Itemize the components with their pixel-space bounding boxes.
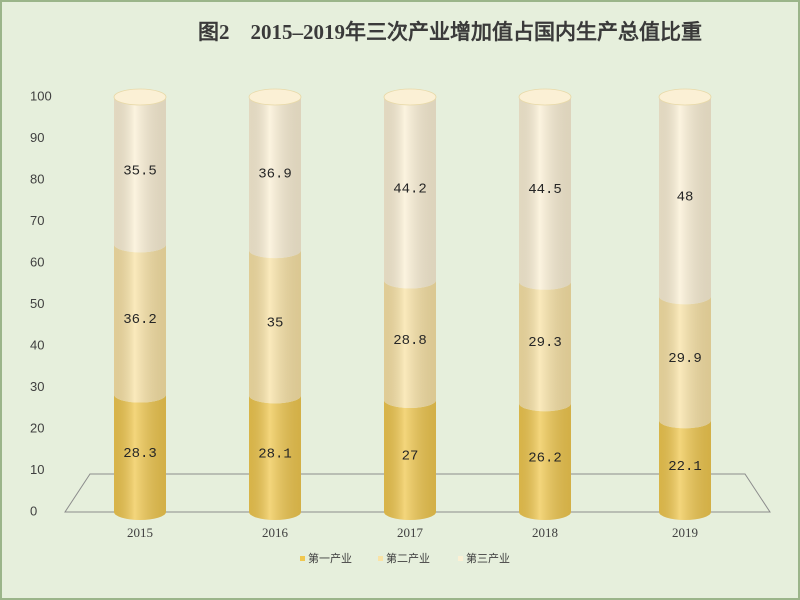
bar-shading <box>519 97 571 290</box>
legend-swatch <box>458 556 463 561</box>
bar-cap <box>248 88 302 106</box>
y-tick-label: 90 <box>30 130 44 145</box>
value-label: 36.9 <box>258 166 292 182</box>
bar-shading <box>114 394 166 520</box>
value-label: 44.2 <box>393 181 427 197</box>
value-label: 36.2 <box>123 312 157 328</box>
y-tick-label: 20 <box>30 420 44 435</box>
bar-shading <box>114 244 166 403</box>
legend-swatch <box>300 556 305 561</box>
bar-cap <box>113 88 167 106</box>
bar-shading <box>519 281 571 412</box>
bar-shading <box>114 97 166 253</box>
value-label: 28.1 <box>258 446 292 462</box>
value-label: 22.1 <box>668 459 702 475</box>
bar-shading <box>249 97 301 259</box>
y-tick-label: 30 <box>30 379 44 394</box>
y-tick-label: 0 <box>30 503 37 518</box>
bar-shading <box>659 420 711 520</box>
y-tick-label: 40 <box>30 337 44 352</box>
bar-shading <box>659 296 711 429</box>
y-tick-label: 70 <box>30 213 44 228</box>
legend-swatch <box>378 556 383 561</box>
x-tick-label: 2018 <box>532 525 558 540</box>
bar-shading <box>384 399 436 520</box>
y-tick-label: 60 <box>30 254 44 269</box>
value-label: 28.8 <box>393 333 427 349</box>
value-label: 29.3 <box>528 335 562 351</box>
bar-shading <box>249 395 301 520</box>
chart-title: 图2 2015–2019年三次产业增加值占国内生产总值比重 <box>198 20 702 44</box>
y-tick-label: 50 <box>30 296 44 311</box>
legend-label: 第三产业 <box>466 551 510 565</box>
y-tick-label: 100 <box>30 88 52 103</box>
x-tick-label: 2016 <box>262 525 289 540</box>
bar-shading <box>384 97 436 289</box>
x-tick-label: 2015 <box>127 525 153 540</box>
y-tick-label: 80 <box>30 171 44 186</box>
bar-cap <box>383 88 437 106</box>
plot: 0 10 20 30 40 50 60 70 80 90 100 2015 28.3 36.2 35.5 20… <box>30 88 712 565</box>
y-tick-label: 10 <box>30 462 44 477</box>
value-label: 48 <box>677 189 694 205</box>
value-label: 26.2 <box>528 450 562 466</box>
value-label: 28.3 <box>123 446 157 462</box>
value-label: 29.9 <box>668 351 702 367</box>
value-label: 35 <box>267 315 284 331</box>
bar-cap <box>518 88 572 106</box>
x-tick-label: 2017 <box>397 525 424 540</box>
value-label: 27 <box>402 449 419 465</box>
bar-cap <box>658 88 712 106</box>
x-tick-label: 2019 <box>672 525 698 540</box>
bar-shading <box>659 97 711 305</box>
legend-label: 第二产业 <box>386 551 430 565</box>
bar-shading <box>384 280 436 408</box>
value-label: 35.5 <box>123 163 157 179</box>
bar-shading <box>519 403 571 520</box>
legend-label: 第一产业 <box>308 551 352 565</box>
bar-shading <box>249 250 301 404</box>
value-label: 44.5 <box>528 182 562 198</box>
